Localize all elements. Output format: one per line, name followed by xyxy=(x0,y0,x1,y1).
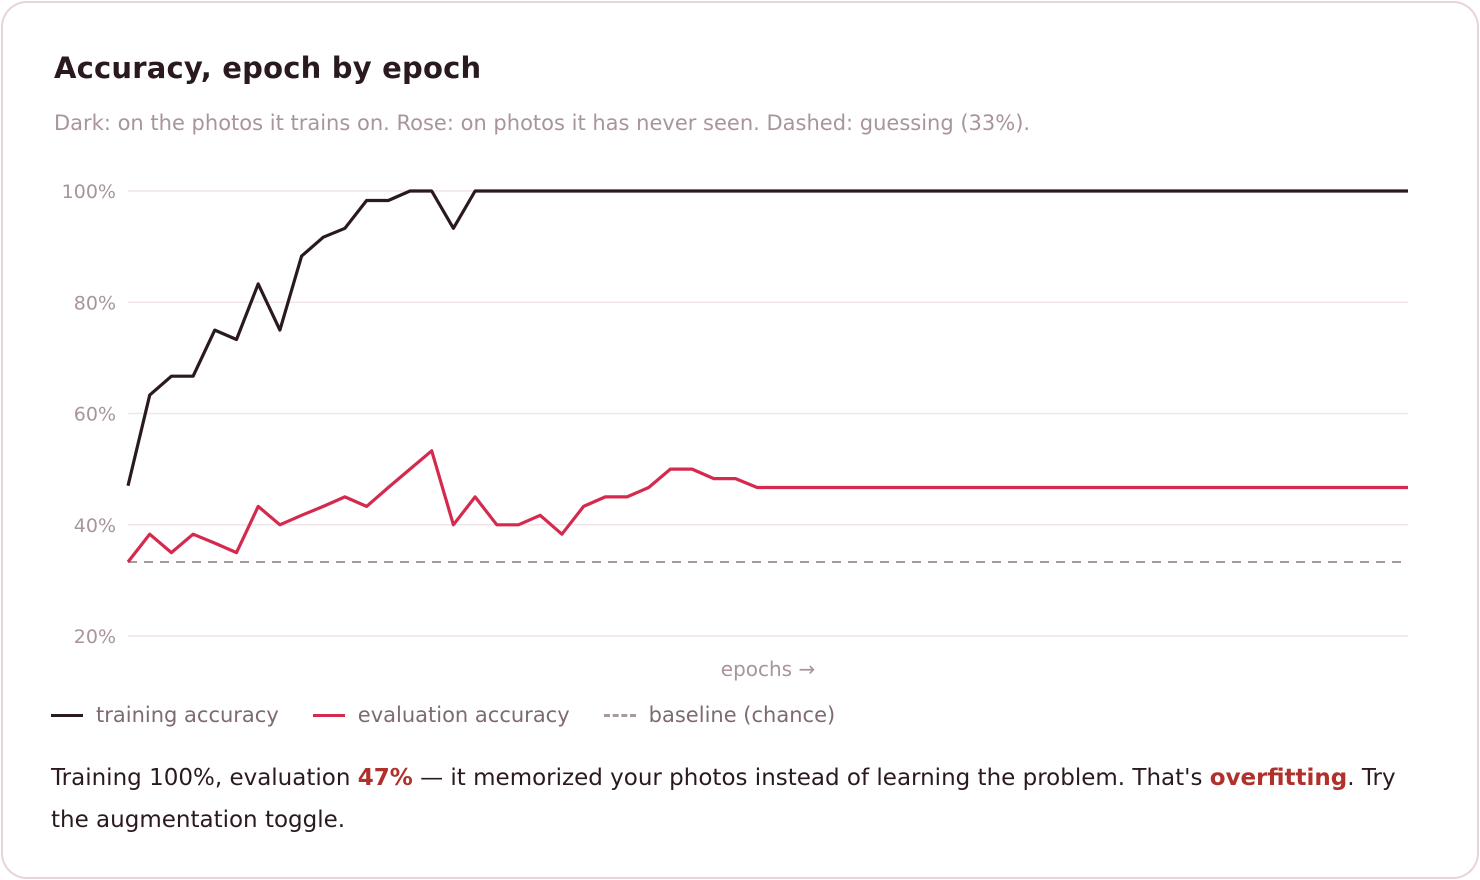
y-tick-label-40: 40% xyxy=(74,515,116,537)
y-tick-label-60: 60% xyxy=(74,404,116,426)
y-tick-label-20: 20% xyxy=(74,626,116,648)
y-tick-label-80: 80% xyxy=(74,292,116,314)
legend-label-evaluation: evaluation accuracy xyxy=(357,703,570,727)
legend-label-baseline: baseline (chance) xyxy=(648,703,836,727)
overfitting-term: overfitting xyxy=(1209,765,1348,791)
legend-swatch-baseline xyxy=(603,713,636,717)
series-line-evaluation xyxy=(126,449,1408,563)
chart-title: Accuracy, epoch by epoch xyxy=(54,51,482,85)
legend-swatch-training xyxy=(51,713,83,717)
legend-item-baseline: baseline (chance) xyxy=(603,703,836,727)
summary-middle: — it memorized your photos instead of le… xyxy=(412,765,1210,791)
y-tick-label-100: 100% xyxy=(62,181,116,203)
legend-item-training: training accuracy xyxy=(51,703,279,727)
summary-prefix: Training 100%, evaluation xyxy=(51,765,358,791)
eval-accuracy-value: 47% xyxy=(357,765,413,791)
legend-label-training: training accuracy xyxy=(96,703,279,727)
legend-swatch-evaluation xyxy=(312,713,345,717)
legend-item-evaluation: evaluation accuracy xyxy=(312,703,570,727)
result-summary: Training 100%, evaluation 47% — it memor… xyxy=(51,757,1431,841)
x-axis-label: epochs → xyxy=(721,657,815,681)
chart-subtitle: Dark: on the photos it trains on. Rose: … xyxy=(54,111,1031,135)
series-line-training xyxy=(126,189,1408,487)
chart-legend: training accuracy evaluation accuracy ba… xyxy=(51,703,869,727)
summary-suffix: . Try the augmentation toggle. xyxy=(51,765,1396,833)
